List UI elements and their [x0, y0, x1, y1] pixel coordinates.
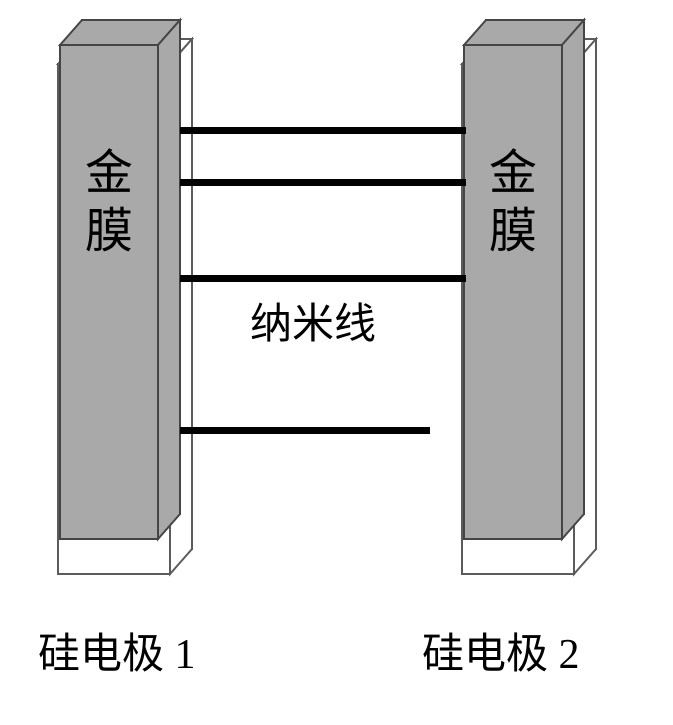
nanowire-2 — [180, 179, 466, 186]
diagram-root: { "canvas": { "w": 673, "h": 725, "backg… — [0, 0, 673, 725]
gold-film-label-left: 金 膜 — [85, 145, 133, 260]
nanowire-4 — [180, 427, 430, 434]
gold-film-label-left-char2: 膜 — [85, 203, 133, 261]
nanowire-group — [0, 0, 673, 725]
gold-film-label-left-char1: 金 — [85, 145, 133, 203]
nanowire-label: 纳米线 — [250, 300, 376, 350]
electrode-caption-right: 硅电极 2 — [422, 630, 580, 680]
nanowire-1 — [180, 127, 466, 134]
electrode-caption-left: 硅电极 1 — [38, 630, 196, 680]
gold-film-label-right-char1: 金 — [489, 145, 537, 203]
nanowire-3 — [180, 275, 466, 282]
gold-film-label-right: 金 膜 — [489, 145, 537, 260]
gold-film-label-right-char2: 膜 — [489, 203, 537, 261]
